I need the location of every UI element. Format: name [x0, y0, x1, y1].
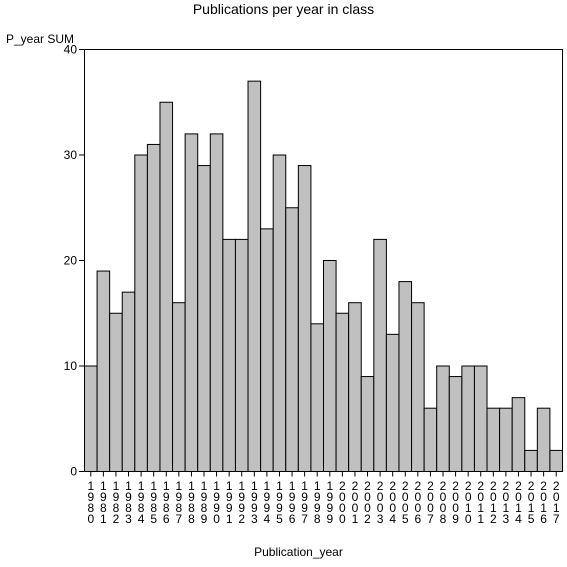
x-axis-label: Publication_year	[254, 545, 343, 559]
y-axis: 0 10 20 30 40	[64, 43, 84, 479]
bar-1982	[109, 312, 123, 472]
bar-1992	[234, 238, 249, 472]
bar-1998	[310, 323, 324, 472]
bar-2007	[423, 407, 438, 473]
bar-2017	[549, 449, 564, 472]
y-axis-label: P_year SUM	[6, 32, 75, 46]
y-tick-label-10: 10	[64, 359, 78, 373]
bar-1990	[209, 133, 224, 472]
bar-2000	[335, 312, 350, 472]
bar-1986	[159, 101, 174, 472]
bar-2008	[436, 365, 450, 472]
bar-1999	[323, 260, 337, 472]
bar-1983	[121, 291, 136, 472]
bar-1996	[285, 207, 299, 472]
y-tick-label-20: 20	[64, 254, 78, 268]
bar-1980	[84, 365, 98, 472]
bar-2002	[360, 376, 375, 472]
bar-2011	[473, 365, 488, 472]
bar-1988	[184, 133, 199, 472]
x-axis: 1 9 8 0 1 9 8 1 1 9 8 2 1 9 8 3 1 9 8 4 1 9 8 5 1 9 8 6 1 9 8 7 1 9 8 8 1 9 8 9…	[87, 471, 560, 526]
y-tick-label-0: 0	[70, 465, 77, 479]
bar-2009	[448, 376, 463, 472]
bar-1995	[272, 154, 287, 472]
chart-title: Publications per year in class	[192, 1, 375, 17]
bar-2015	[524, 449, 538, 472]
bar-2014	[511, 397, 526, 472]
bar-2016	[536, 407, 551, 473]
bar-2005	[398, 281, 413, 472]
bar-2001	[348, 302, 362, 473]
bar-1985	[146, 143, 161, 472]
bar-1981	[96, 270, 111, 472]
bar-2012	[486, 407, 501, 473]
bar-1993	[247, 80, 262, 473]
bar-1994	[260, 228, 274, 472]
bar-2004	[385, 333, 400, 472]
bar-2003	[373, 238, 387, 472]
bar-1997	[297, 165, 312, 473]
bar-1989	[197, 165, 211, 473]
bar-1984	[134, 154, 148, 472]
bar-2013	[499, 407, 513, 473]
bars-group	[84, 80, 564, 473]
bar-2006	[411, 302, 425, 473]
bar-1987	[172, 302, 186, 473]
plot-frame	[84, 49, 563, 472]
bar-1991	[222, 238, 236, 472]
y-tick-label-30: 30	[64, 148, 78, 162]
y-tick-label-40: 40	[64, 43, 78, 57]
bar-2010	[461, 365, 475, 472]
